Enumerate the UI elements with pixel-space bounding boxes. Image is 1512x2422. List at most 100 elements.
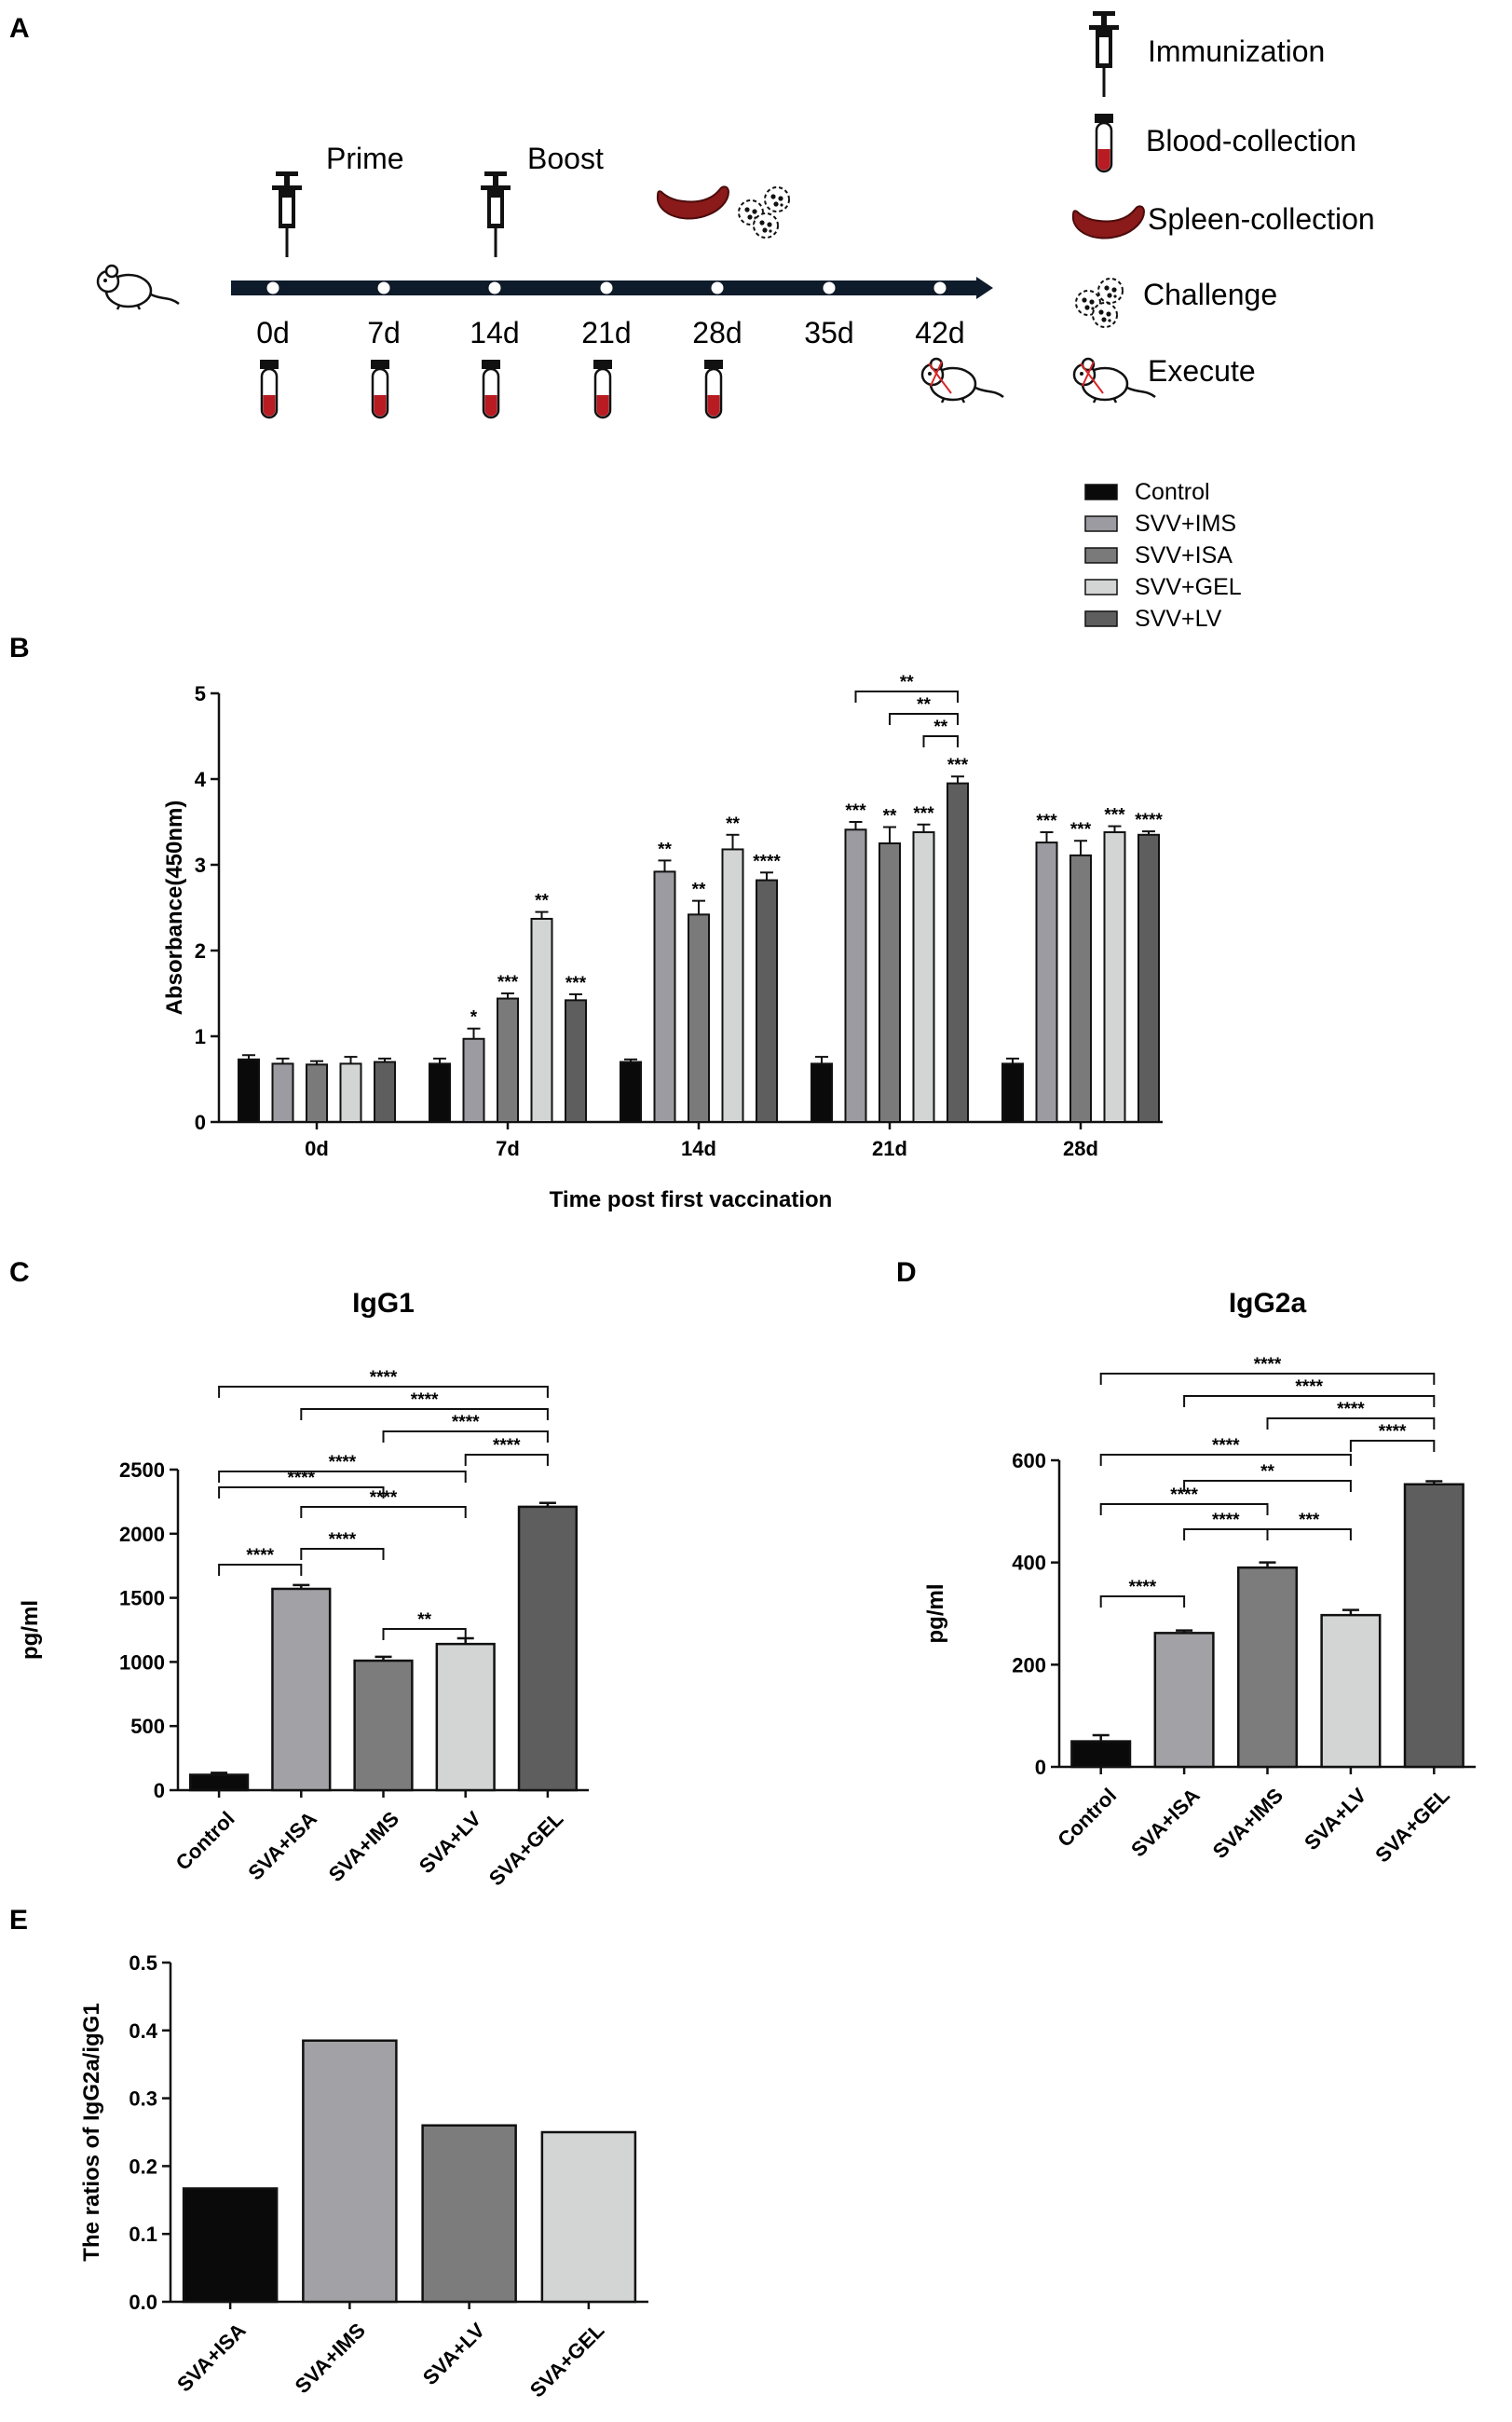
c-bracket-label: **** (370, 1488, 398, 1508)
spleen-icon (656, 185, 729, 220)
c-x-tick-label: Control (171, 1807, 239, 1875)
e-bar (302, 2039, 398, 2304)
c-bracket-label: **** (288, 1469, 316, 1488)
d-title: IgG2a (1229, 1288, 1307, 1319)
b-significance: *** (1070, 820, 1092, 840)
b-bracket (854, 691, 959, 703)
b-significance: *** (1036, 812, 1057, 831)
d-y-tick-label: 200 (1012, 1653, 1046, 1676)
b-significance: *** (1104, 806, 1125, 826)
chart-absorbance: 012345Absorbance(450nm)0d*********7d****… (162, 479, 1242, 1212)
timeline-dot (823, 281, 836, 294)
c-bracket-label: **** (370, 1368, 398, 1388)
boost-label: Boost (527, 142, 604, 175)
legend-challenge: Challenge (1143, 278, 1277, 311)
b-y-tick-label: 3 (195, 854, 206, 877)
d-bracket (1266, 1417, 1436, 1430)
b-bar (1103, 831, 1126, 1123)
b-bar (238, 1058, 260, 1123)
b-significance: * (470, 1008, 478, 1028)
b-bracket-label: ** (933, 718, 947, 737)
syringe-icon (270, 170, 304, 259)
c-y-tick-label: 1500 (119, 1587, 165, 1610)
d-bracket (1099, 1454, 1352, 1466)
legend-blood-collection: Blood-collection (1146, 124, 1356, 157)
c-bracket-label: **** (246, 1546, 274, 1566)
b-legend-svv-lv: SVV+LV (1135, 606, 1222, 632)
d-y-label: pg/ml (923, 1584, 948, 1644)
syringe-icon (479, 170, 512, 259)
b-x-tick-label: 14d (681, 1137, 716, 1160)
dead-mouse-icon (922, 359, 1003, 403)
b-y-label: Absorbance(450nm) (162, 800, 187, 1016)
d-bracket-label: **** (1337, 1400, 1365, 1419)
d-bracket-label: **** (1212, 1436, 1240, 1456)
panel-e: E 0.0 0.1 0.2 0.3 0.4 0.5 The ratios of IgG2a/… (9, 1905, 648, 2401)
timeline-day-21d: 21d (581, 316, 631, 349)
c-bracket-label: **** (329, 1453, 357, 1472)
b-significance: *** (565, 974, 587, 993)
mouse-icon (96, 264, 181, 311)
b-bar (530, 917, 553, 1124)
b-significance: ** (692, 881, 706, 900)
d-bar (1236, 1566, 1299, 1769)
c-y-tick-label: 1000 (119, 1650, 165, 1674)
d-y-tick-label: 600 (1012, 1449, 1046, 1472)
timeline-day-35d: 35d (804, 316, 853, 349)
b-legend-svv-ims: SVV+IMS (1135, 511, 1236, 537)
legend-execute: Execute (1148, 354, 1256, 388)
b-bar (620, 1060, 642, 1123)
b-bar (844, 828, 867, 1124)
b-y-tick-label: 0 (195, 1111, 206, 1134)
b-x-label: Time post first vaccination (550, 1187, 833, 1212)
b-bar (565, 999, 587, 1123)
b-bar (374, 1060, 396, 1123)
c-bracket (464, 1454, 549, 1466)
b-legend-svv-gel: SVV+GEL (1135, 574, 1242, 600)
e-x-tick-label: SVA+IMS (291, 2319, 370, 2398)
b-significance: ** (658, 840, 672, 859)
d-x-tick-label: SVA+LV (1300, 1784, 1371, 1855)
b-bar (756, 879, 778, 1123)
timeline-dot (600, 281, 613, 294)
c-bracket (382, 1628, 467, 1640)
b-bar (1069, 854, 1092, 1123)
timeline-dot (488, 281, 501, 294)
b-bar (721, 848, 744, 1123)
c-bracket-label: ** (417, 1610, 431, 1630)
timeline-dot (711, 281, 724, 294)
e-x-tick-label: SVA+LV (418, 2319, 490, 2390)
d-bracket-label: **** (1129, 1578, 1157, 1597)
blood-tube-icon (1093, 112, 1115, 173)
c-bar (517, 1505, 579, 1792)
c-bracket-label: **** (411, 1390, 439, 1410)
c-bracket (218, 1471, 467, 1483)
b-bar (306, 1063, 328, 1123)
d-x-tick-label: SVA+GEL (1370, 1784, 1454, 1868)
b-y-tick-label: 1 (195, 1025, 206, 1048)
d-bracket-label: **** (1379, 1422, 1407, 1442)
c-bracket (218, 1386, 549, 1398)
b-significance: **** (1135, 811, 1163, 830)
c-bracket-label: **** (493, 1436, 521, 1456)
blood-tube-icon (480, 358, 502, 419)
timeline-day-28d: 28d (692, 316, 742, 349)
c-y-tick-label: 0 (154, 1779, 165, 1802)
b-bar (947, 782, 969, 1123)
c-bracket (218, 1486, 385, 1498)
e-y-tick-label: 0.4 (129, 2019, 157, 2043)
panel-label-c: C (9, 1257, 30, 1288)
d-bracket-label: **** (1295, 1377, 1323, 1397)
b-significance: ** (883, 807, 897, 827)
blood-tube-icon (258, 358, 280, 419)
d-bracket (1099, 1373, 1436, 1385)
virus-icon (764, 186, 790, 212)
d-x-tick-label: SVA+ISA (1126, 1784, 1205, 1862)
b-legend-swatch (1084, 484, 1118, 500)
d-x-tick-label: SVA+IMS (1208, 1784, 1287, 1863)
timeline-dot (933, 281, 947, 294)
b-x-tick-label: 7d (496, 1137, 520, 1160)
d-bracket (1183, 1395, 1436, 1407)
e-y-tick-label: 0.5 (129, 1951, 157, 1975)
